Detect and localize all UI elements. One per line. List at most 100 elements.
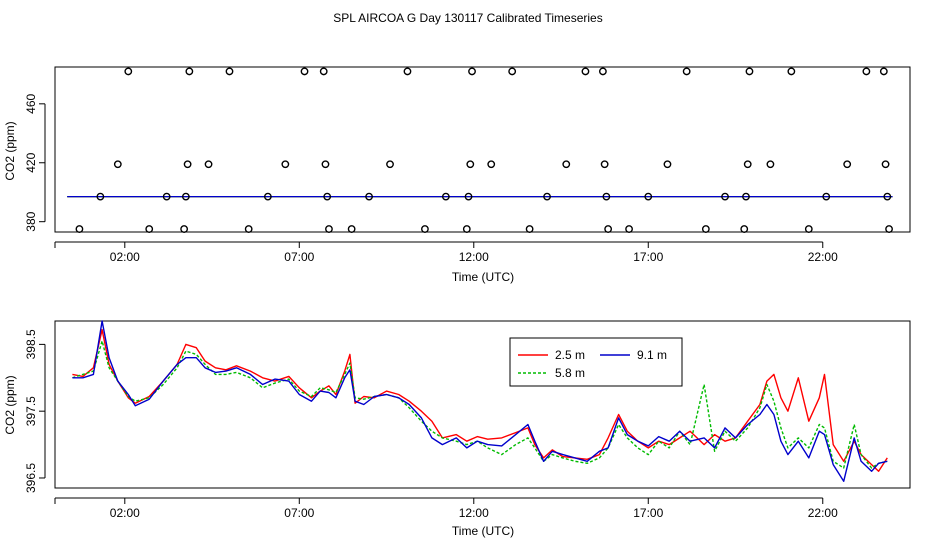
y-tick-label: 396.5 xyxy=(24,463,38,493)
scatter-point xyxy=(180,225,189,233)
scatter-x-axis-label: Time (UTC) xyxy=(452,270,514,284)
scatter-point xyxy=(721,192,729,201)
line-panel: 396.5 397.5 398.5 02:00 07:00 12:00 17:00 22:0… xyxy=(3,320,911,538)
line-y-axis-label: CO2 (ppm) xyxy=(3,375,17,434)
scatter-point xyxy=(508,67,517,76)
scatter-point xyxy=(581,67,590,76)
scatter-point xyxy=(464,192,473,201)
scatter-point xyxy=(185,67,194,76)
scatter-point xyxy=(885,225,893,233)
scatter-point xyxy=(281,160,290,169)
scatter-point xyxy=(682,67,691,76)
scatter-point xyxy=(403,67,412,76)
scatter-point xyxy=(766,160,775,169)
scatter-point xyxy=(468,67,476,76)
x-tick-label: 07:00 xyxy=(284,506,314,520)
line-series xyxy=(72,320,888,482)
scatter-point xyxy=(745,67,754,76)
scatter-point xyxy=(843,160,852,169)
series-line-2-5-m xyxy=(72,329,888,472)
scatter-point xyxy=(204,160,213,169)
line-plot-frame xyxy=(54,320,911,489)
y-tick-label: 380 xyxy=(24,211,38,231)
scatter-point xyxy=(883,192,892,201)
scatter-point xyxy=(742,192,750,201)
figure-title: SPL AIRCOA G Day 130117 Calibrated Times… xyxy=(333,11,602,25)
scatter-point xyxy=(740,225,749,233)
scatter-point xyxy=(300,67,309,76)
scatter-point xyxy=(879,67,888,76)
legend: 2.5 m 5.8 m 9.1 m xyxy=(509,337,683,387)
y-tick-label: 420 xyxy=(24,152,38,172)
scatter-x-axis: 02:00 07:00 12:00 17:00 22:00 xyxy=(54,241,838,264)
scatter-point xyxy=(602,192,611,201)
scatter-point xyxy=(244,225,253,233)
scatter-point xyxy=(183,160,192,169)
y-tick-label: 397.5 xyxy=(24,396,38,426)
legend-label-5-8m: 5.8 m xyxy=(555,366,585,380)
scatter-point xyxy=(421,225,429,233)
scatter-panel: 380 420 460 02:00 07:00 12:00 17:00 22:00 Time… xyxy=(3,66,911,284)
x-tick-label: 12:00 xyxy=(459,250,489,264)
scatter-point xyxy=(365,192,373,201)
x-tick-label: 22:00 xyxy=(808,250,838,264)
legend-box xyxy=(509,337,683,387)
scatter-y-axis-label: CO2 (ppm) xyxy=(3,121,17,180)
scatter-point xyxy=(804,225,813,233)
scatter-point xyxy=(441,192,450,201)
scatter-point xyxy=(625,225,633,233)
scatter-point xyxy=(663,160,672,169)
y-tick-label: 460 xyxy=(24,93,38,113)
scatter-point xyxy=(743,160,752,169)
scatter-point xyxy=(386,160,394,169)
scatter-point xyxy=(604,225,613,233)
scatter-point xyxy=(822,192,831,201)
scatter-point xyxy=(263,192,272,201)
scatter-point xyxy=(862,67,871,76)
scatter-point xyxy=(701,225,710,233)
series-line-5-8-m xyxy=(72,340,888,469)
scatter-point xyxy=(96,192,105,201)
scatter-point xyxy=(323,192,332,201)
scatter-y-axis: 380 420 460 xyxy=(24,93,46,232)
legend-label-9-1m: 9.1 m xyxy=(637,348,667,362)
scatter-point xyxy=(543,192,551,201)
x-tick-label: 07:00 xyxy=(284,250,314,264)
scatter-plot-frame xyxy=(54,66,911,233)
scatter-point xyxy=(525,225,534,233)
scatter-point xyxy=(75,225,84,233)
x-tick-label: 12:00 xyxy=(459,506,489,520)
scatter-point xyxy=(124,67,133,76)
line-x-axis-label: Time (UTC) xyxy=(452,524,514,538)
scatter-point xyxy=(325,225,333,233)
scatter-point xyxy=(562,160,571,169)
series-line-9-1-m xyxy=(72,320,888,482)
scatter-point xyxy=(644,192,653,201)
legend-label-2-5m: 2.5 m xyxy=(555,348,585,362)
x-tick-label: 22:00 xyxy=(808,506,838,520)
scatter-point xyxy=(321,160,330,169)
scatter-point xyxy=(113,160,122,169)
scatter-points xyxy=(67,67,893,233)
scatter-point xyxy=(162,192,171,201)
line-x-axis: 02:00 07:00 12:00 17:00 22:00 xyxy=(54,497,838,520)
scatter-point xyxy=(225,67,234,76)
scatter-point xyxy=(181,192,190,201)
x-tick-label: 17:00 xyxy=(633,250,663,264)
line-y-axis: 396.5 397.5 398.5 xyxy=(24,329,46,493)
scatter-point xyxy=(600,160,609,169)
y-tick-label: 398.5 xyxy=(24,329,38,359)
x-tick-label: 02:00 xyxy=(110,506,140,520)
scatter-point xyxy=(487,160,496,169)
x-tick-label: 02:00 xyxy=(110,250,140,264)
scatter-point xyxy=(319,67,328,76)
scatter-point xyxy=(787,67,796,76)
scatter-point xyxy=(462,225,471,233)
x-tick-label: 17:00 xyxy=(633,506,663,520)
scatter-point xyxy=(598,67,607,76)
scatter-point xyxy=(466,160,475,169)
scatter-point xyxy=(881,160,890,169)
scatter-point xyxy=(347,225,356,233)
